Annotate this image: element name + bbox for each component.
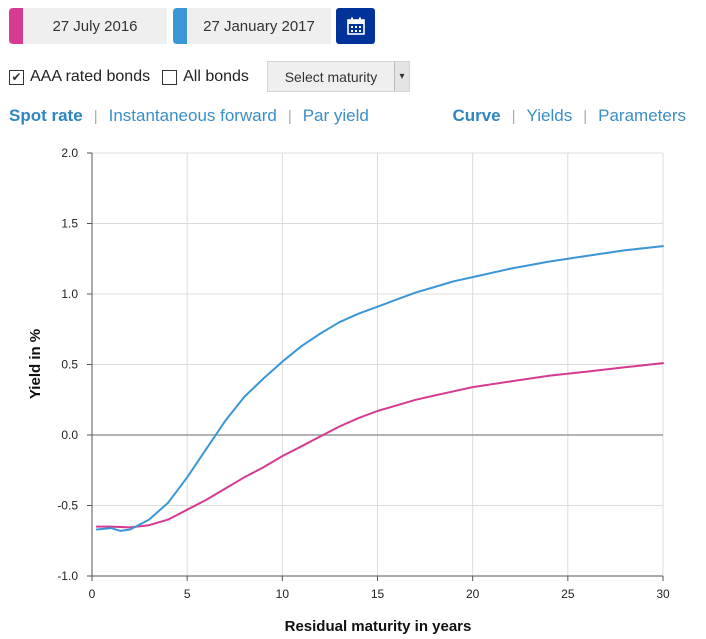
x-tick-label: 0: [89, 587, 96, 601]
x-tick-label: 25: [561, 587, 575, 601]
x-tick-label: 10: [276, 587, 290, 601]
y-axis-title: Yield in %: [27, 329, 44, 399]
y-tick-label: 0.0: [61, 428, 78, 442]
view-tabs: Curve | Yields | Parameters: [452, 106, 686, 126]
chart-series: [95, 245, 664, 532]
all-bonds-label: All bonds: [183, 68, 249, 85]
y-tick-label: 0.5: [61, 358, 78, 372]
chart-axes: [87, 152, 664, 581]
tab-parameters[interactable]: Parameters: [598, 106, 686, 125]
aaa-bonds-label: AAA rated bonds: [30, 68, 151, 85]
maturity-select[interactable]: Select maturity ▾: [267, 61, 410, 92]
tab-instantaneous-forward[interactable]: Instantaneous forward: [108, 106, 277, 125]
chart-grid: [92, 152, 664, 577]
x-axis-title: Residual maturity in years: [285, 618, 472, 635]
tab-yields[interactable]: Yields: [526, 106, 573, 125]
tab-separator: |: [511, 107, 516, 125]
date-2-label: 27 January 2017: [203, 17, 315, 35]
x-tick-label: 15: [371, 587, 385, 601]
chevron-down-icon: ▾: [394, 62, 409, 91]
y-tick-label: -1.0: [57, 569, 78, 583]
calendar-icon: [346, 17, 365, 35]
yield-curve-chart: 0 5 10 15 20 25 30 2.0 1.5 1.0 0.5 0.0 -0.5 -1.0 Resi…: [27, 146, 670, 635]
y-tick-label: 1.5: [61, 217, 78, 231]
chart-tick-labels: 0 5 10 15 20 25 30 2.0 1.5 1.0 0.5 0.0 -0.5 -1.0: [57, 146, 670, 601]
date-1-label: 27 July 2016: [52, 17, 138, 35]
maturity-select-value: Select maturity: [284, 68, 378, 85]
tab-spot-rate[interactable]: Spot rate: [9, 106, 83, 125]
series-line-1: [95, 362, 664, 529]
tab-separator: |: [287, 107, 292, 125]
filter-row: ✔ AAA rated bonds All bonds: [9, 62, 261, 92]
y-tick-label: -0.5: [57, 499, 78, 513]
x-tick-label: 30: [656, 587, 670, 601]
tab-par-yield[interactable]: Par yield: [302, 106, 369, 125]
series-2-color-swatch: [173, 8, 187, 44]
all-bonds-checkbox[interactable]: [162, 69, 178, 85]
tab-curve[interactable]: Curve: [452, 106, 501, 125]
date-picker-1[interactable]: 27 July 2016: [9, 8, 167, 44]
y-tick-label: 2.0: [61, 146, 78, 160]
date-picker-2[interactable]: 27 January 2017: [173, 8, 331, 44]
x-tick-label: 20: [466, 587, 480, 601]
tab-separator: |: [583, 107, 588, 125]
x-tick-label: 5: [184, 587, 191, 601]
series-line-2: [95, 245, 664, 532]
rate-type-tabs: Spot rate | Instantaneous forward | Par …: [9, 106, 369, 126]
aaa-bonds-checkbox[interactable]: ✔: [9, 69, 24, 85]
tab-separator: |: [93, 107, 98, 125]
calendar-button[interactable]: [336, 8, 375, 44]
y-tick-label: 1.0: [61, 287, 78, 301]
series-1-color-swatch: [9, 8, 23, 44]
